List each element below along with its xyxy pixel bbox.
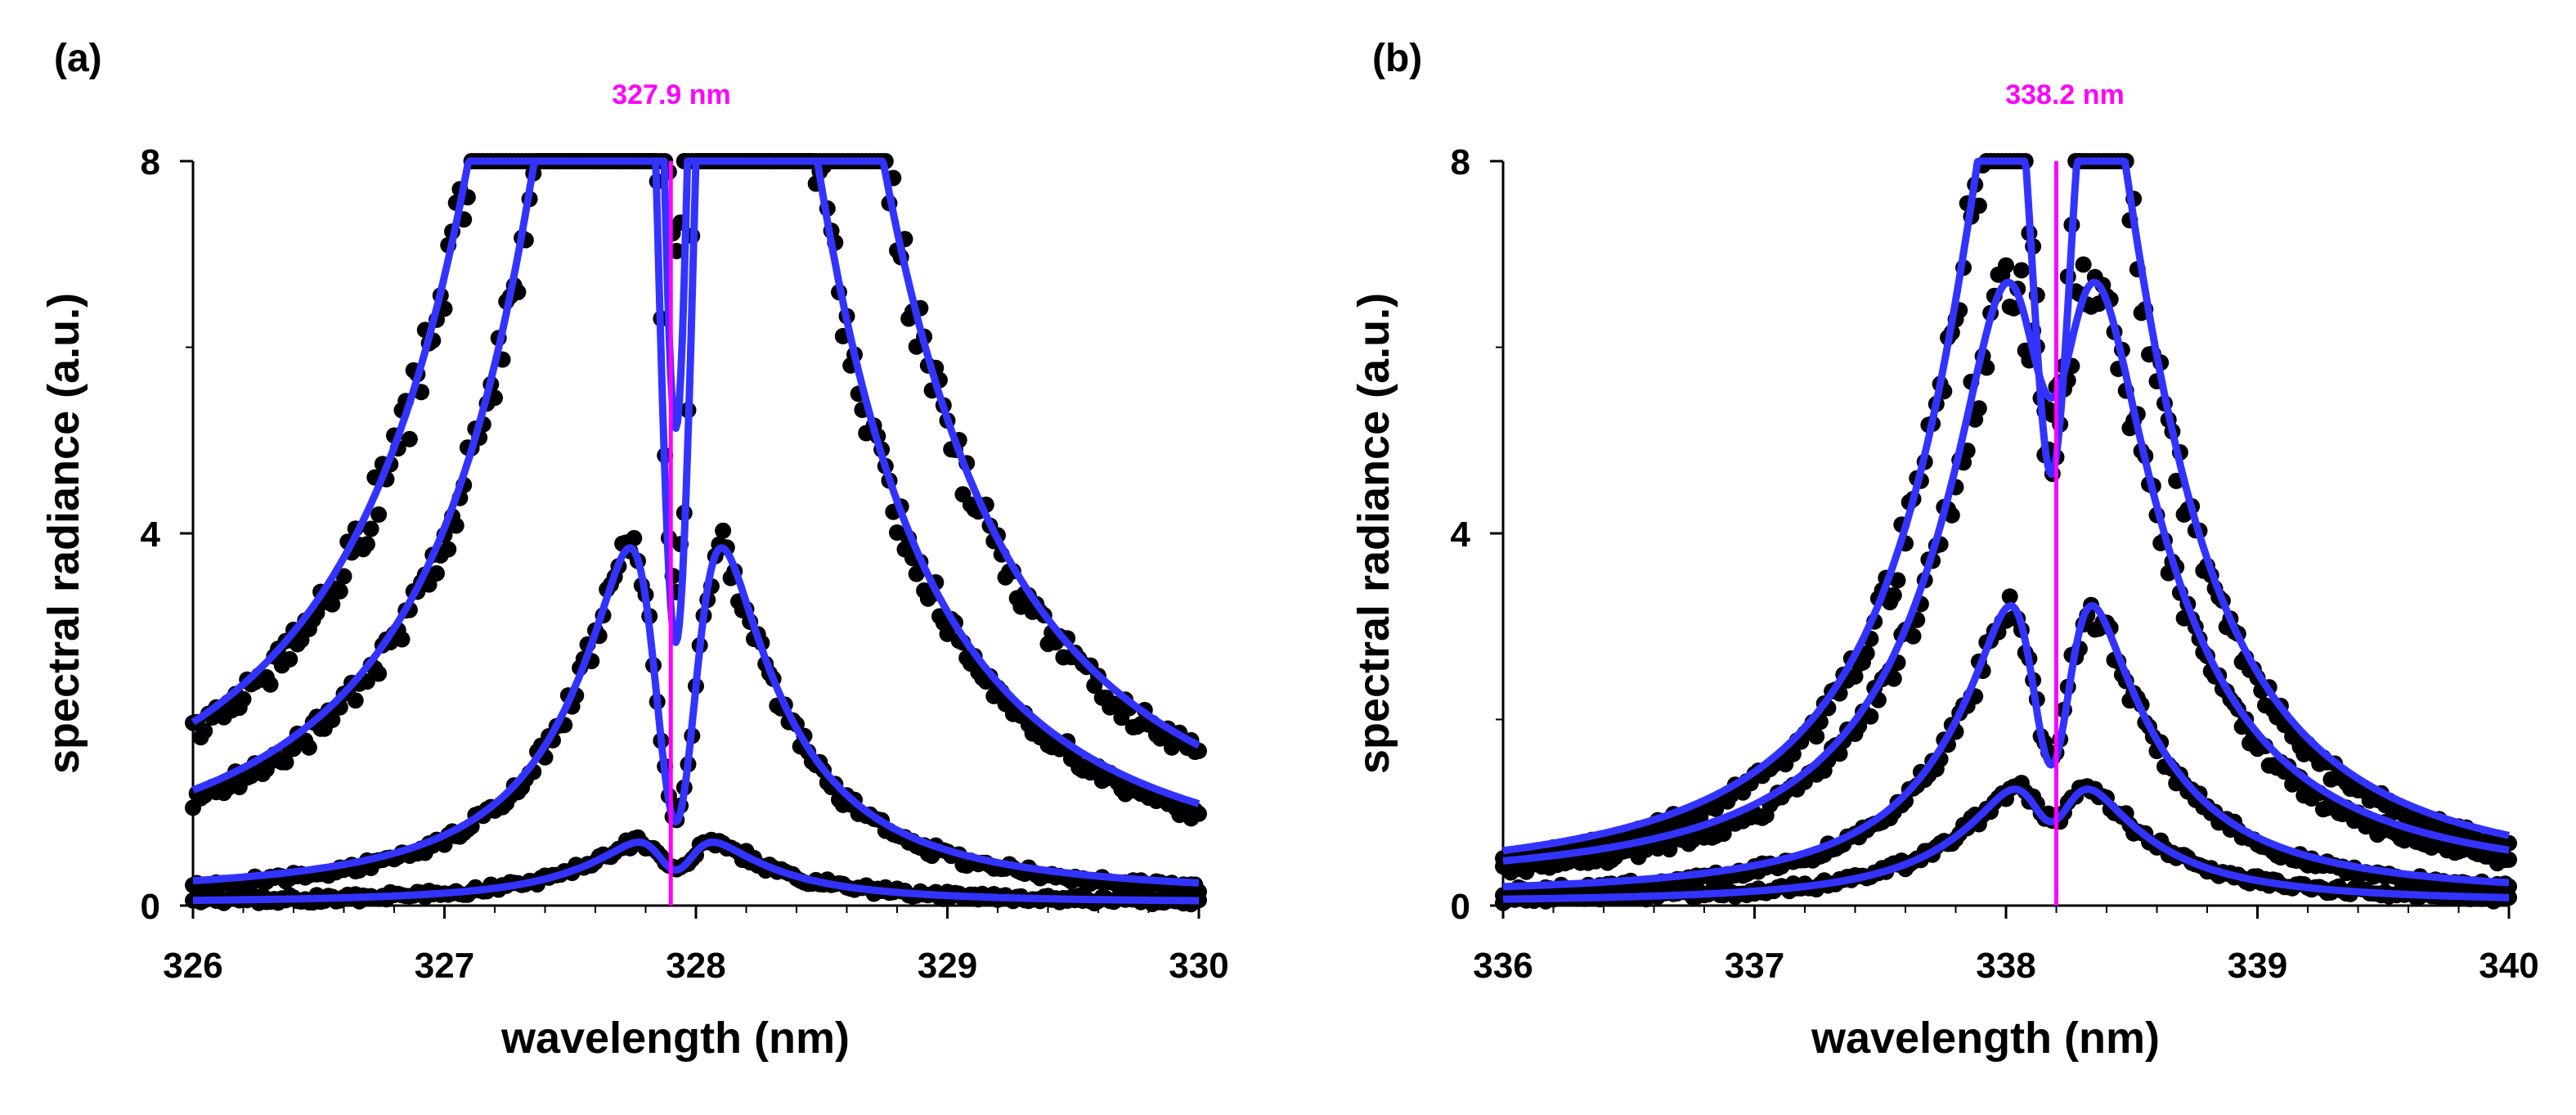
data-point [2075, 256, 2092, 273]
y-tick-label: 8 [1451, 142, 1470, 182]
data-point [370, 506, 388, 523]
fit-curve [191, 838, 1201, 905]
fit-curve [1501, 602, 2511, 891]
x-axis-title: wavelength (nm) [500, 1014, 850, 1063]
y-tick-label: 4 [141, 515, 161, 555]
data-point [1998, 257, 2014, 274]
data-point [401, 430, 418, 447]
data-point [1905, 627, 1922, 645]
fit-curve [191, 157, 1201, 807]
x-tick-label: 338 [1976, 946, 2035, 986]
fit-curve [1501, 157, 2511, 855]
data-point [1862, 708, 1879, 725]
data-point [1784, 745, 1802, 762]
y-axis-title: spectral radiance (a.u.) [1349, 293, 1398, 774]
x-tick-label: 328 [666, 946, 725, 986]
panel-label: (b) [1372, 37, 1422, 80]
data-point [277, 753, 294, 771]
x-axis-title: wavelength (nm) [1811, 1014, 2160, 1063]
data-point [440, 541, 457, 558]
data-point [1885, 587, 1902, 604]
x-tick-label: 339 [2228, 946, 2287, 986]
data-point [1970, 400, 1987, 417]
data-point [358, 536, 375, 553]
data-point [362, 520, 379, 537]
y-tick-label: 0 [141, 887, 160, 927]
data-point [358, 673, 375, 690]
plot-area: 326 327 328 329 330 0 4 8 [141, 142, 1229, 986]
data-point [429, 564, 445, 582]
data-point [324, 596, 341, 613]
data-point [335, 568, 352, 585]
data-point [1831, 745, 1848, 762]
data-point [393, 631, 411, 648]
data-point [2501, 851, 2517, 868]
data-point [1885, 670, 1902, 687]
data-point [1191, 805, 1207, 822]
data-point [196, 722, 213, 740]
data-point [262, 676, 279, 693]
data-point [626, 529, 643, 546]
marker-line-label: 327.9 nm [612, 79, 731, 110]
x-tick-label: 327 [415, 946, 474, 986]
data-point [1889, 572, 1906, 589]
data-point [281, 650, 298, 668]
fit-curve [1501, 785, 2511, 903]
data-point [447, 517, 464, 534]
data-point [1847, 668, 1864, 685]
y-tick-label: 8 [141, 142, 160, 182]
data-point [1808, 728, 1825, 745]
y-tick-label: 4 [1451, 515, 1471, 555]
plot-area: 336 337 338 339 340 0 4 8 [1451, 142, 2539, 986]
y-axis-title: spectral radiance (a.u.) [39, 293, 88, 774]
chart-panel-b: (b) 338.2 nm wavelength (nm) spectral ra… [1349, 37, 2539, 1063]
x-tick-label: 336 [1473, 946, 1533, 986]
data-point [1858, 645, 1875, 662]
panel-label: (a) [54, 37, 102, 80]
data-point [324, 712, 341, 728]
marker-line-label: 338.2 nm [2005, 79, 2125, 110]
data-point [347, 692, 364, 709]
fit-curve [1501, 278, 2511, 865]
x-tick-label: 329 [918, 946, 977, 986]
data-point [235, 690, 252, 708]
chart-panel-a: (a) 327.9 nm wavelength (nm) spectral ra… [39, 37, 1229, 1063]
data-point [370, 665, 388, 682]
x-tick-label: 330 [1169, 946, 1228, 986]
fit-curve [191, 544, 1201, 887]
data-point [715, 522, 732, 539]
x-tick-label: 337 [1725, 946, 1784, 986]
data-point [2001, 588, 2018, 605]
y-tick-label: 0 [1451, 887, 1470, 927]
data-point [2013, 262, 2030, 279]
x-tick-label: 326 [163, 946, 222, 986]
data-point [300, 739, 317, 756]
data-point [331, 582, 348, 600]
x-tick-label: 340 [2479, 946, 2538, 986]
